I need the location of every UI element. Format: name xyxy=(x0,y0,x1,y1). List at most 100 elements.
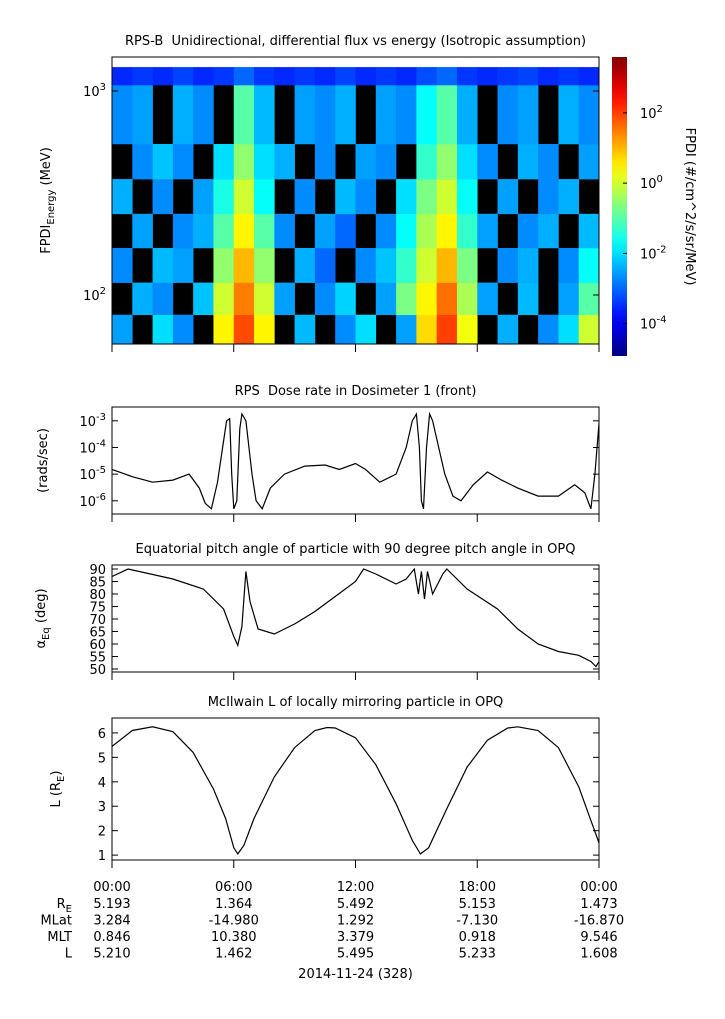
heatmap-cell xyxy=(396,282,417,316)
heatmap-cell xyxy=(254,179,275,215)
heatmap-cell xyxy=(375,67,397,86)
heatmap-cell xyxy=(578,282,599,316)
heatmap-cell xyxy=(335,213,356,249)
heatmap-cell xyxy=(456,213,478,249)
x-tick-label: 06:00 xyxy=(215,880,252,895)
heatmap-cell xyxy=(497,179,519,215)
ephemeris-value: -7.130 xyxy=(456,914,498,929)
y-tick-label: 70 xyxy=(89,613,106,628)
heatmap-cell xyxy=(416,67,437,86)
ephemeris-value: 5.153 xyxy=(459,897,496,912)
ephemeris-value: 1.473 xyxy=(580,897,617,912)
y-axis-label: FPDIEnergy​ (MeV) xyxy=(39,147,57,254)
plot-area: 102​ 103​ xyxy=(83,56,600,352)
heatmap-cell xyxy=(314,143,336,180)
heatmap-cell xyxy=(335,85,356,145)
heatmap-cell xyxy=(112,85,133,145)
y-tick-label: 90 xyxy=(89,563,106,578)
colorbar xyxy=(612,57,627,356)
heatmap-cell xyxy=(456,85,478,145)
heatmap-cell xyxy=(456,247,478,283)
heatmap-cell xyxy=(558,85,580,145)
ephemeris-value: -14.980 xyxy=(209,914,259,929)
heatmap-cell xyxy=(517,143,539,180)
heatmap-cell xyxy=(416,213,437,249)
heatmap-cell xyxy=(233,247,255,283)
x-tick-label: 18:00 xyxy=(459,880,496,895)
heatmap-cell xyxy=(132,85,153,145)
line-series xyxy=(112,411,599,511)
heatmap-cell xyxy=(396,67,417,86)
heatmap-cell xyxy=(152,314,174,344)
colorbar-tick-label: 102​ xyxy=(640,104,663,122)
ephemeris-value: 1.608 xyxy=(580,947,617,962)
ephemeris-value: 5.193 xyxy=(93,897,130,912)
y-tick-label: 102​ xyxy=(83,286,106,304)
heatmap-cell xyxy=(436,282,458,316)
ephemeris-value: 3.379 xyxy=(337,930,374,945)
heatmap-cell xyxy=(193,282,214,316)
y-tick-label: 10-5​ xyxy=(79,465,106,483)
heatmap-cell xyxy=(294,85,316,145)
date-label: 2014-11-24 (328) xyxy=(298,967,413,982)
heatmap-cell xyxy=(456,314,478,344)
heatmap-cell xyxy=(132,143,153,180)
heatmap-cell xyxy=(436,213,458,249)
heatmap-cell xyxy=(558,314,580,344)
y-tick-label: 1 xyxy=(98,849,106,864)
heatmap-cell xyxy=(517,67,539,86)
heatmap-cell xyxy=(538,67,559,86)
y-tick-label: 5 xyxy=(98,751,106,766)
heatmap-cell xyxy=(497,247,519,283)
heatmap-cell xyxy=(172,213,194,249)
heatmap-cell xyxy=(274,67,295,86)
heatmap-cell xyxy=(456,67,478,86)
heatmap-cell xyxy=(416,85,437,145)
ephemeris-label: MLat xyxy=(40,914,72,929)
heatmap-cell xyxy=(375,213,397,249)
heatmap-cell xyxy=(274,143,295,180)
heatmap-cell xyxy=(436,179,458,215)
y-tick-label: 85 xyxy=(89,576,106,591)
ephemeris-value: 0.846 xyxy=(93,930,130,945)
heatmap-cell xyxy=(112,67,133,86)
ephemeris-label: MLT xyxy=(47,930,72,945)
x-tick-label: 00:00 xyxy=(580,880,617,895)
plot-area: 1 2 3 4 5 6 00:00 06:00 12:00 18:00 00:00 xyxy=(93,717,618,895)
heatmap-cell xyxy=(172,67,194,86)
heatmap-cell xyxy=(314,282,336,316)
heatmap-cell xyxy=(396,247,417,283)
colorbar-label: FPDI (#/cm^2/s/sr/MeV) xyxy=(682,128,697,286)
heatmap-cell xyxy=(335,179,356,215)
axes-frame xyxy=(111,717,600,861)
heatmap-cell xyxy=(355,314,377,344)
heatmap-cell xyxy=(314,213,336,249)
heatmap-cell xyxy=(254,247,275,283)
heatmap-cell xyxy=(355,143,377,180)
panel-title: RPS Dose rate in Dosimeter 1 (front) xyxy=(235,384,477,399)
plot-data xyxy=(112,726,599,855)
y-tick-label: 10-6​ xyxy=(79,492,106,510)
heatmap-cell xyxy=(517,282,539,316)
colorbar-tick-label: 100​ xyxy=(640,174,663,192)
heatmap-cell xyxy=(375,143,397,180)
heatmap-cell xyxy=(233,85,255,145)
y-tick-label: 10-3​ xyxy=(79,412,106,430)
heatmap-cell xyxy=(416,143,437,180)
y-tick-label: 80 xyxy=(89,588,106,603)
ephemeris-value: 9.546 xyxy=(580,930,617,945)
heatmap-cell xyxy=(517,247,539,283)
heatmap-cell xyxy=(558,67,580,86)
heatmap-cell xyxy=(233,213,255,249)
heatmap-cell xyxy=(436,247,458,283)
heatmap-cell xyxy=(375,85,397,145)
heatmap-cell xyxy=(578,247,599,283)
panel-title: McIlwain L of locally mirroring particle… xyxy=(208,695,504,710)
heatmap-cell xyxy=(172,247,194,283)
heatmap-cell xyxy=(193,213,214,249)
heatmap-cell xyxy=(578,67,599,86)
heatmap-cell xyxy=(558,282,580,316)
y-tick-label: 4 xyxy=(98,776,106,791)
heatmap-cell xyxy=(538,314,559,344)
heatmap-cell xyxy=(416,179,437,215)
